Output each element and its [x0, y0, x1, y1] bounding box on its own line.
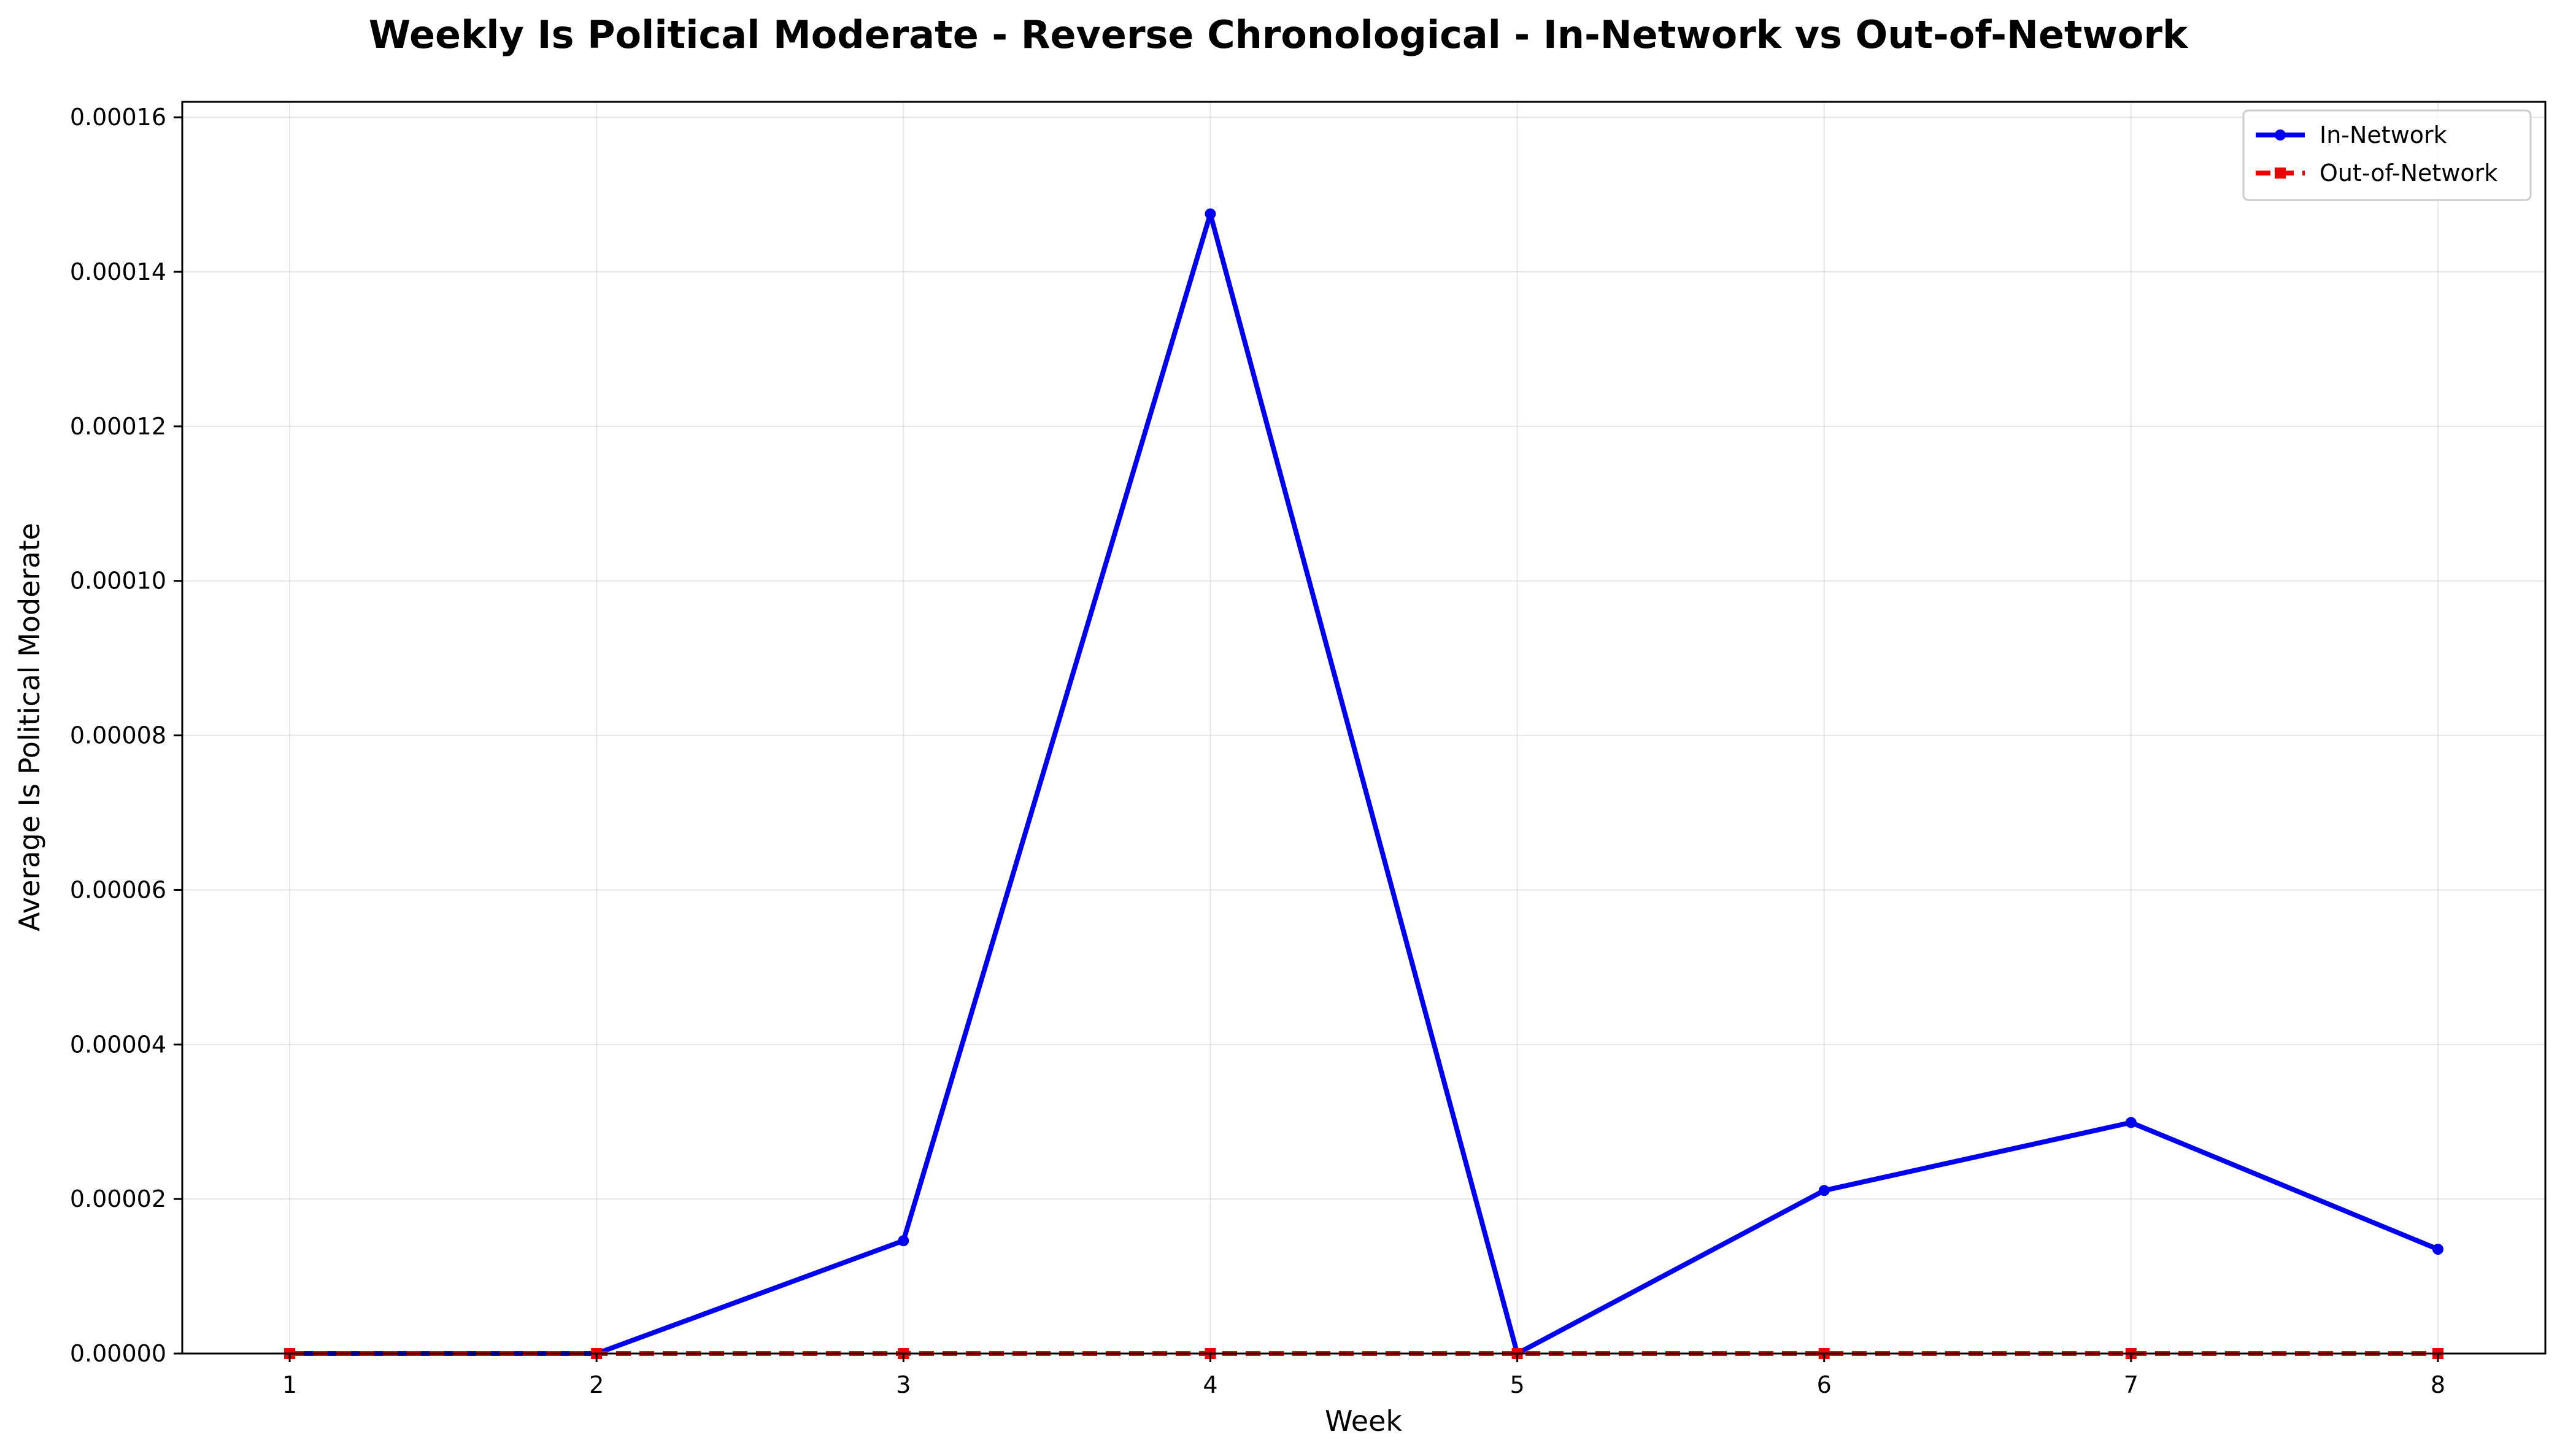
grid — [182, 102, 2545, 1354]
series-layer — [284, 208, 2443, 1359]
x-tick-label: 5 — [1510, 1371, 1524, 1398]
data-point — [2432, 1244, 2443, 1255]
y-tick-label: 0.00000 — [70, 1340, 166, 1367]
y-tick-label: 0.00004 — [70, 1031, 166, 1058]
y-axis-label: Average Is Political Moderate — [13, 523, 46, 931]
y-tick-label: 0.00002 — [70, 1185, 166, 1212]
data-point — [2125, 1117, 2137, 1128]
data-point — [1818, 1185, 1830, 1196]
y-tick-label: 0.00006 — [70, 876, 166, 903]
series-line — [287, 211, 2440, 1356]
x-tick-label: 1 — [282, 1371, 297, 1398]
chart-title: Weekly Is Political Moderate - Reverse C… — [369, 12, 2189, 57]
plot-frame — [181, 101, 2547, 1355]
legend-label: In-Network — [2320, 121, 2447, 148]
x-tick-label: 4 — [1203, 1371, 1217, 1398]
legend-label: Out-of-Network — [2320, 160, 2497, 187]
x-axis-label: Week — [1325, 1404, 1402, 1438]
legend-box — [2242, 109, 2532, 201]
x-tick-label: 2 — [589, 1371, 604, 1398]
x-tick-label: 6 — [1817, 1371, 1832, 1398]
axis-ticks: 1 2 3 4 5 6 7 8 0.00000 0.00002 0.00004 0.00006 0.00… — [70, 104, 2445, 1398]
y-tick-label: 0.00012 — [70, 413, 166, 440]
x-tick-label: 7 — [2124, 1371, 2139, 1398]
data-point — [1205, 208, 1216, 220]
x-tick-label: 3 — [896, 1371, 911, 1398]
y-tick-label: 0.00014 — [70, 258, 166, 285]
legend-marker — [2275, 168, 2286, 179]
legend: In-Network Out-of-Network — [2242, 109, 2532, 201]
x-tick-label: 8 — [2431, 1371, 2445, 1398]
data-point — [898, 1235, 909, 1247]
y-tick-label: 0.00010 — [70, 568, 166, 595]
series-in-network — [284, 208, 2443, 1359]
y-tick-label: 0.00016 — [70, 104, 166, 131]
y-tick-label: 0.00008 — [70, 722, 166, 749]
legend-marker — [2275, 129, 2286, 141]
